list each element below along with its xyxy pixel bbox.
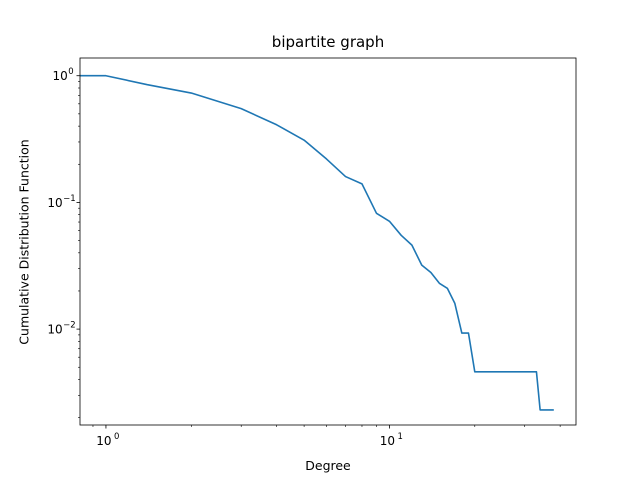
- y-tick-exponent: 0: [68, 67, 73, 77]
- y-tick-exponent: −2: [63, 321, 76, 331]
- x-tick-label: 10: [380, 434, 395, 448]
- chart-title: bipartite graph: [271, 33, 385, 51]
- cdf-series-line: [80, 74, 554, 411]
- y-tick-label: 10: [47, 196, 62, 210]
- y-tick-label: 10: [47, 323, 62, 337]
- series-lines: [80, 74, 554, 411]
- x-tick-exponent: 1: [397, 432, 402, 442]
- y-tick-label: 10: [53, 69, 68, 83]
- y-tick-exponent: −1: [63, 194, 76, 204]
- x-axis-label: Degree: [305, 458, 351, 473]
- x-tick-label: 10: [96, 434, 111, 448]
- x-tick-exponent: 0: [114, 432, 119, 442]
- plot-area-frame: [79, 57, 577, 426]
